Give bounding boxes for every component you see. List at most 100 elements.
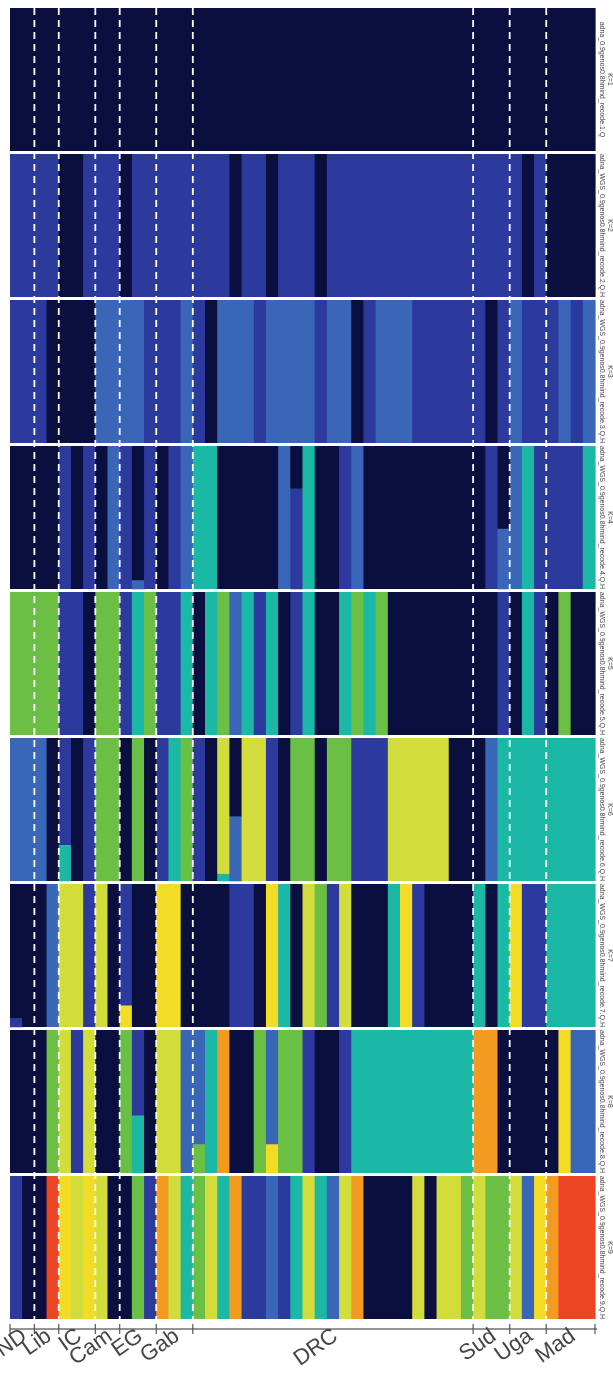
sample-bar — [326, 300, 340, 443]
sample-bar — [473, 154, 486, 297]
sample-bar — [400, 1030, 413, 1173]
sample-bar — [290, 8, 304, 151]
sample-bar — [119, 446, 133, 589]
sample-bar — [168, 8, 182, 151]
sample-bar — [229, 8, 243, 151]
sample-bar — [156, 300, 170, 443]
sample-bar — [509, 446, 523, 589]
sample-bar — [119, 1030, 133, 1173]
sample-bar — [253, 884, 267, 1027]
sample-bar — [497, 738, 511, 881]
sample-bar — [570, 738, 584, 881]
sample-bar — [278, 8, 291, 151]
sample-bar — [375, 738, 389, 881]
panel-2 — [10, 154, 596, 297]
sample-bar — [339, 8, 352, 151]
panel-labels: adna_0.9genos0.8hmind_recode.1.Q K=1 adna_… — [598, 22, 613, 1319]
sample-bar — [473, 8, 486, 151]
sample-bar — [326, 446, 340, 589]
sample-bar — [205, 1030, 218, 1173]
panel-k-label: K=4 — [606, 511, 613, 524]
sample-bar — [473, 884, 486, 1027]
sample-bar — [424, 300, 438, 443]
sample-bar — [558, 884, 572, 1027]
sample-bar — [424, 1030, 438, 1173]
sample-bar — [314, 446, 328, 589]
sample-bar — [412, 884, 425, 1027]
sample-bar — [509, 738, 523, 881]
sample-bar — [302, 1176, 316, 1319]
sample-bar — [363, 300, 377, 443]
sample-bar-segment — [192, 1144, 206, 1174]
sample-bar — [70, 1030, 84, 1173]
sample-bar — [180, 738, 194, 881]
sample-bar — [375, 154, 389, 297]
sample-bar — [351, 884, 365, 1027]
sample-bar — [582, 300, 596, 443]
sample-bar — [95, 1176, 109, 1319]
sample-bar — [144, 1176, 157, 1319]
sample-bar — [70, 738, 84, 881]
panel-5 — [10, 592, 596, 735]
region-label-lib: Lib — [17, 1323, 55, 1360]
sample-bar — [95, 592, 109, 735]
sample-bar — [241, 1176, 255, 1319]
sample-bar — [156, 446, 170, 589]
sample-bar — [10, 8, 23, 151]
sample-bar — [10, 300, 23, 443]
sample-bar — [436, 8, 450, 151]
sample-bar — [351, 8, 365, 151]
sample-bar — [497, 592, 511, 735]
sample-bar — [521, 592, 535, 735]
sample-bar — [22, 1030, 35, 1173]
sample-bar — [119, 738, 133, 881]
panel-3 — [10, 300, 596, 443]
sample-bar — [546, 154, 560, 297]
sample-bar — [205, 738, 218, 881]
sample-bar — [95, 8, 109, 151]
sample-bar — [46, 8, 60, 151]
sample-bar — [521, 1176, 535, 1319]
sample-bar — [10, 446, 23, 589]
sample-bar — [339, 154, 352, 297]
sample-bar — [253, 446, 267, 589]
sample-bar-segment — [58, 845, 72, 882]
sample-bar — [400, 1176, 413, 1319]
sample-bar — [570, 154, 584, 297]
sample-bar — [521, 738, 535, 881]
sample-bar — [253, 154, 267, 297]
sample-bar — [582, 738, 596, 881]
sample-bar — [448, 300, 462, 443]
sample-bar-segment — [217, 738, 230, 874]
panel-k-label: K=9 — [606, 1241, 613, 1254]
sample-bar — [582, 1030, 596, 1173]
sample-bar — [180, 592, 194, 735]
sample-bar — [107, 8, 121, 151]
sample-bar — [509, 8, 523, 151]
sample-bar — [436, 300, 450, 443]
sample-bar — [582, 884, 596, 1027]
sample-bar — [509, 154, 523, 297]
sample-bar — [546, 1030, 560, 1173]
sample-bar — [119, 592, 133, 735]
sample-bar — [144, 592, 157, 735]
sample-bar — [10, 738, 23, 881]
sample-bar — [119, 300, 133, 443]
sample-bar — [363, 592, 377, 735]
sample-bar — [521, 1030, 535, 1173]
sample-bar — [558, 1176, 572, 1319]
sample-bar — [485, 154, 499, 297]
sample-bar — [180, 300, 194, 443]
sample-bar — [290, 592, 304, 735]
sample-bar — [436, 154, 450, 297]
sample-bar — [534, 446, 547, 589]
sample-bar — [412, 300, 425, 443]
sample-bar — [192, 8, 206, 151]
sample-bar — [351, 154, 365, 297]
sample-bar — [302, 1030, 316, 1173]
sample-bar — [144, 1030, 157, 1173]
panel-4 — [10, 446, 596, 590]
sample-bar — [570, 300, 584, 443]
sample-bar — [192, 154, 206, 297]
